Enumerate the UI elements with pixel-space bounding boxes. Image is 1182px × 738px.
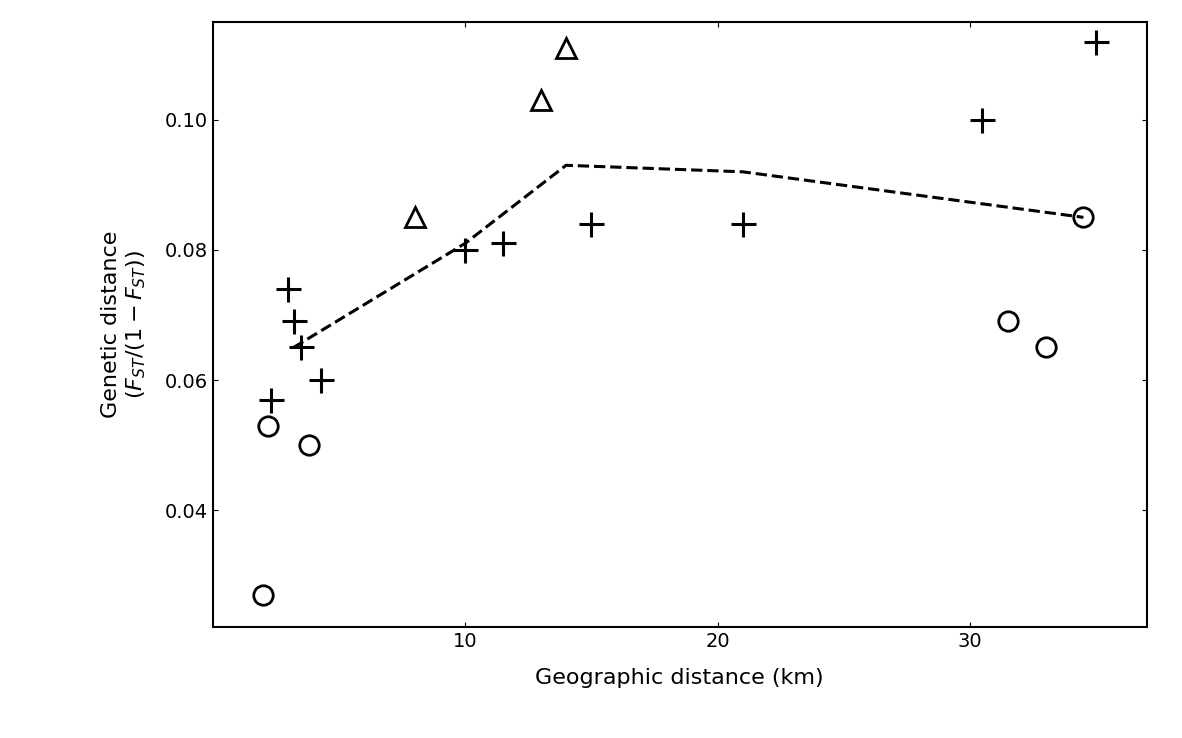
Y-axis label: Genetic distance
$(F_{ST}/(1 - F_{ST}))$: Genetic distance $(F_{ST}/(1 - F_{ST}))$ [100, 231, 148, 418]
X-axis label: Geographic distance (km): Geographic distance (km) [535, 668, 824, 688]
